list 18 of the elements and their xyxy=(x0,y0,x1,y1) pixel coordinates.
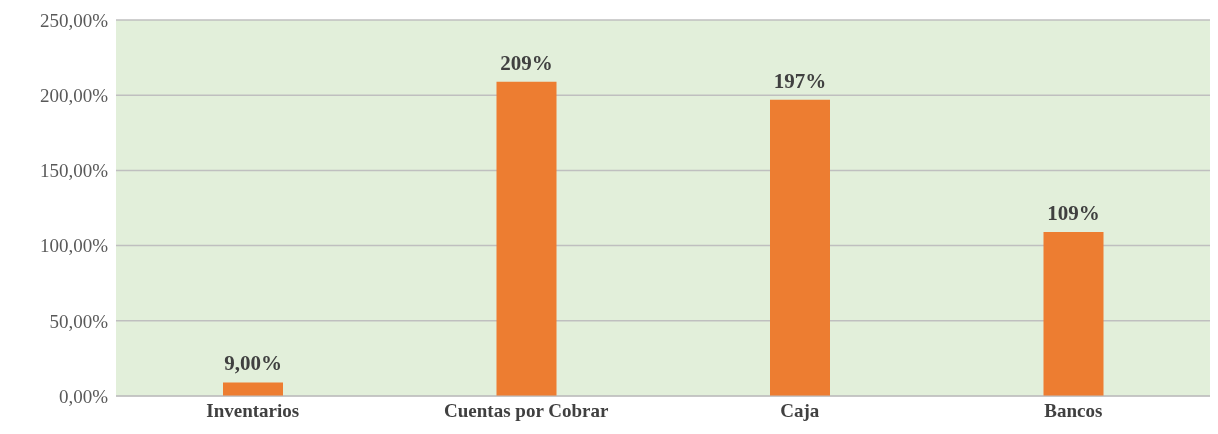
bar xyxy=(770,99,830,396)
bar xyxy=(496,81,557,396)
data-label: 209% xyxy=(500,50,553,75)
x-tick-label: Inventarios xyxy=(206,400,300,422)
bar xyxy=(223,382,283,396)
data-label: 109% xyxy=(1047,201,1100,226)
y-tick-label: 50,00% xyxy=(49,310,109,332)
data-label: 197% xyxy=(773,68,827,93)
y-tick-label: 0,00% xyxy=(58,385,109,407)
y-tick-label: 150,00% xyxy=(39,160,109,182)
bar xyxy=(1043,232,1104,396)
y-tick-label: 200,00% xyxy=(39,84,109,106)
y-tick-label: 100,00% xyxy=(39,235,109,257)
data-label: 9,00% xyxy=(224,351,282,376)
x-tick-label: Bancos xyxy=(1044,400,1103,422)
x-tick-label: Cuentas por Cobrar xyxy=(444,400,609,422)
y-tick-label: 250,00% xyxy=(39,9,109,31)
x-tick-label: Caja xyxy=(780,400,820,422)
